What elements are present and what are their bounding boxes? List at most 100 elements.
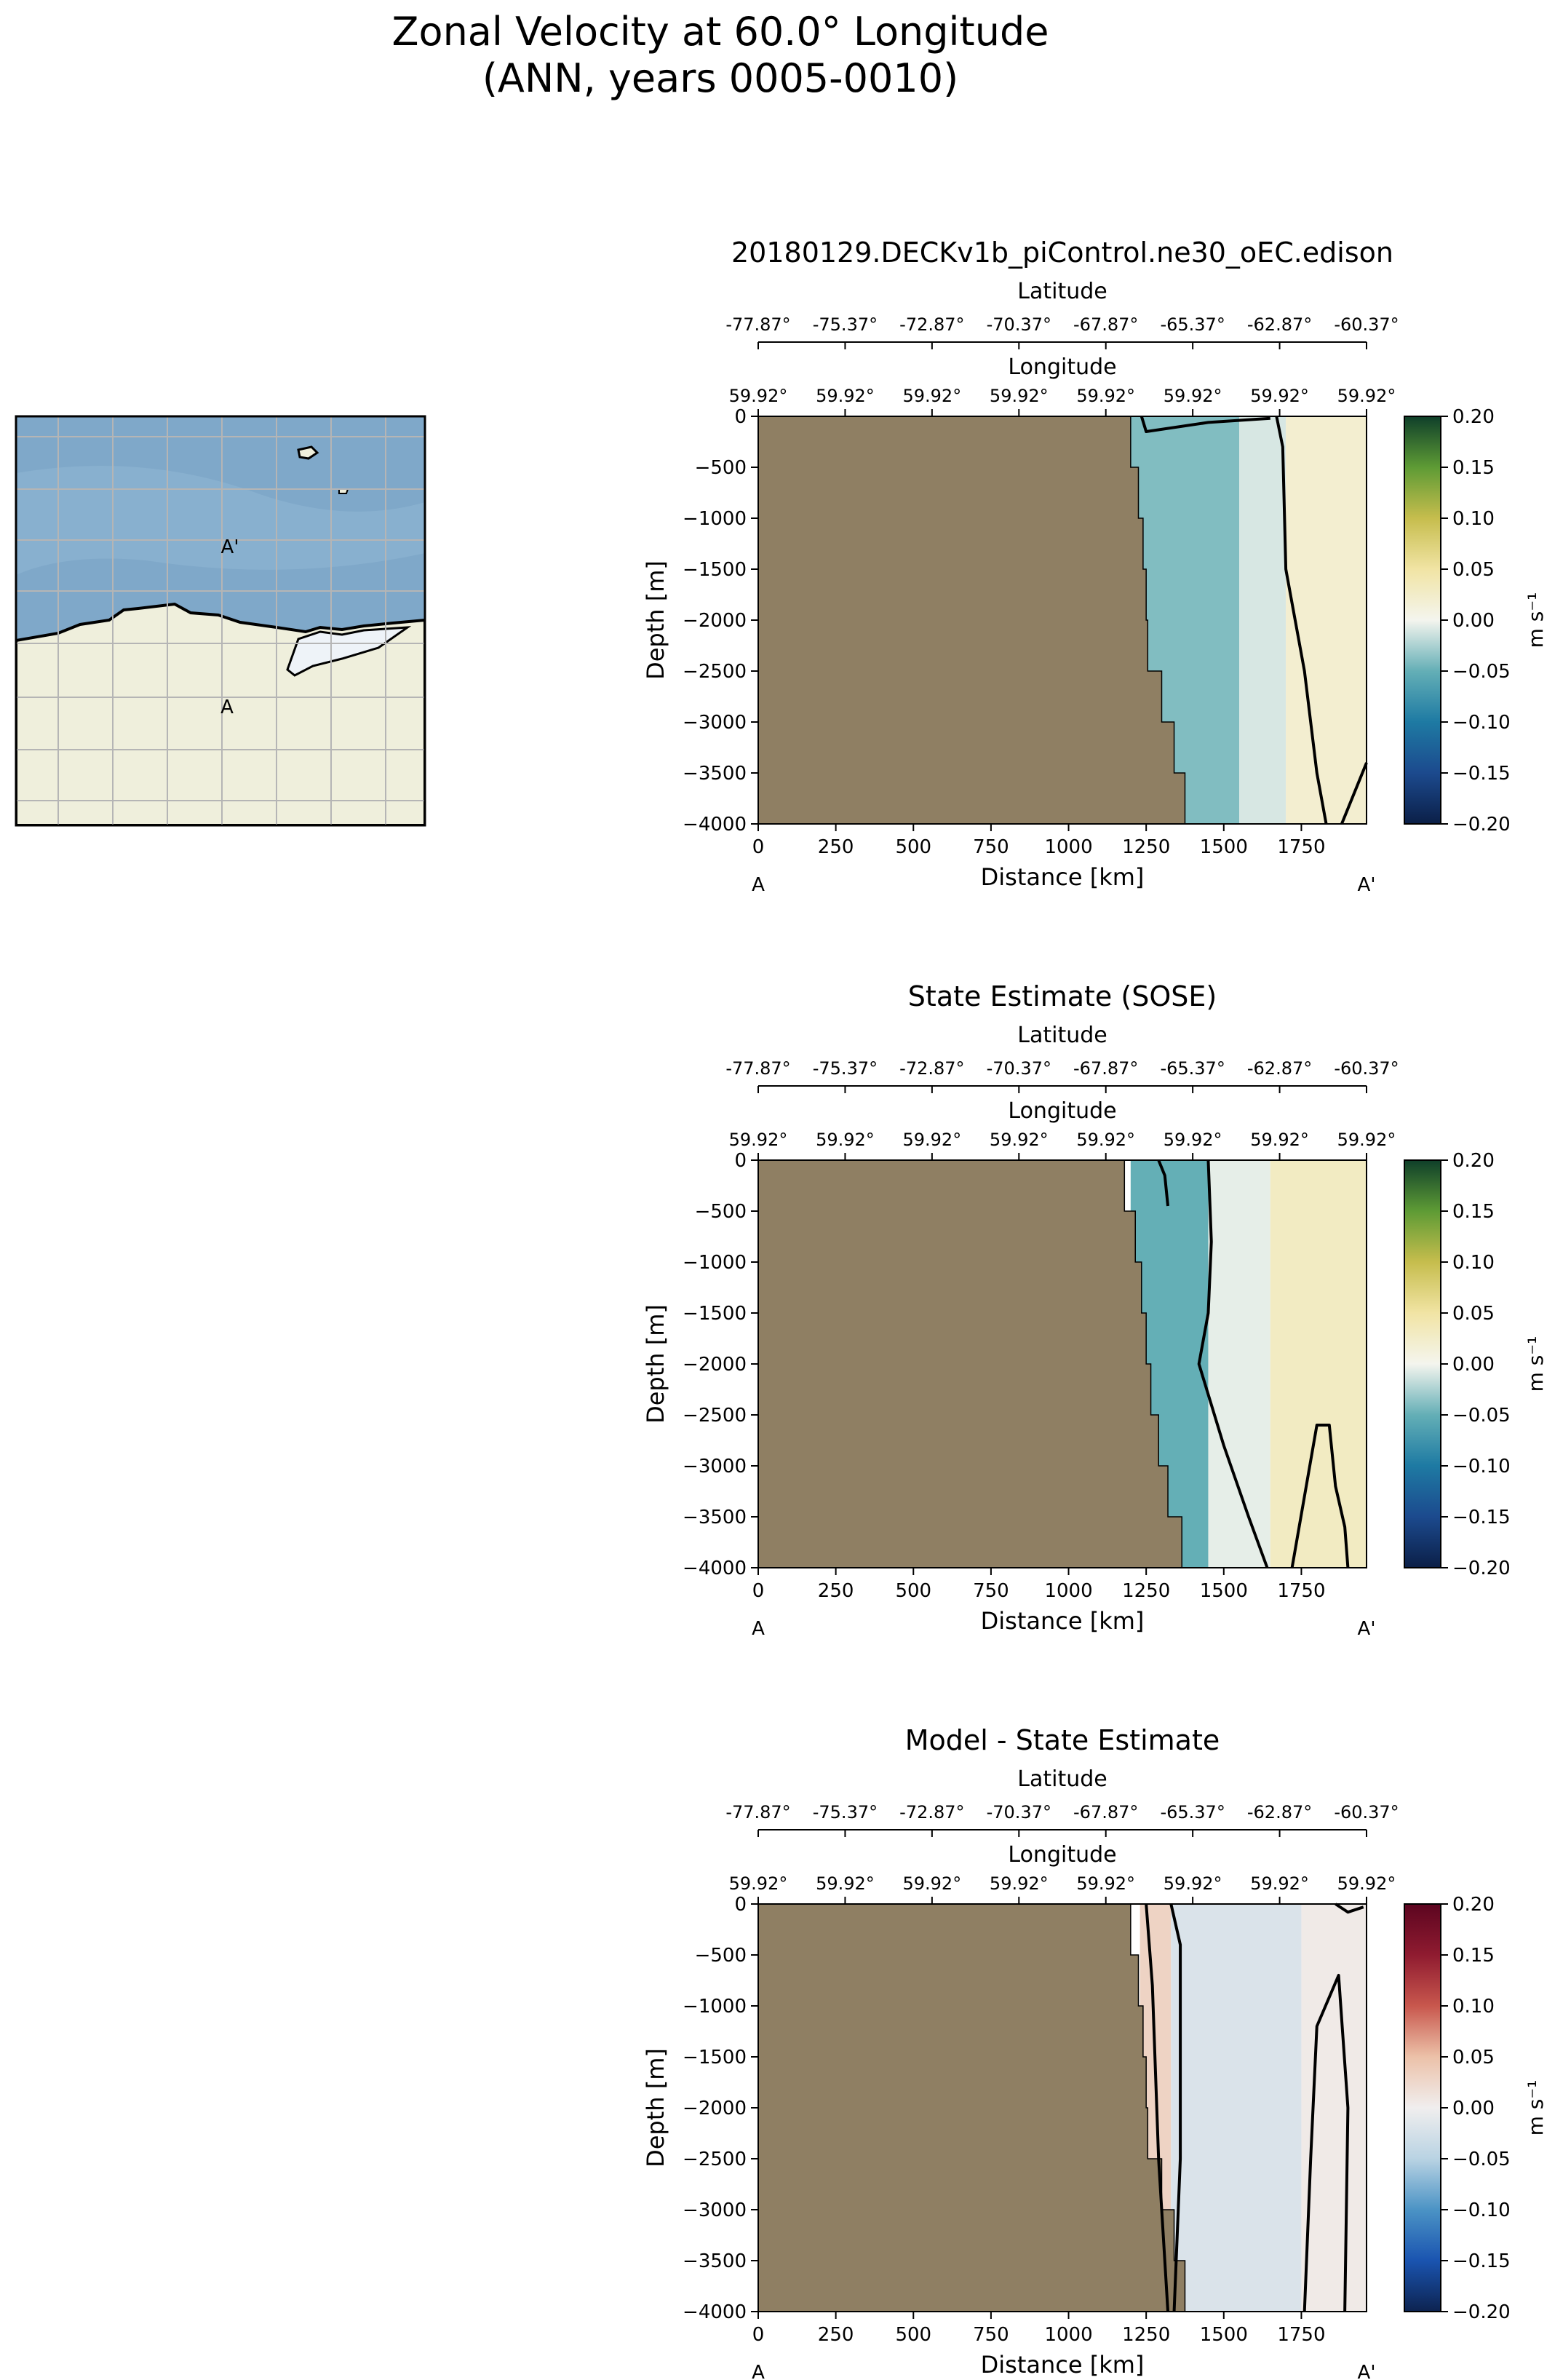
longitude-tick-label: 59.92°: [1076, 386, 1135, 406]
x-tick-label: 1250: [1122, 1580, 1170, 1602]
panel-1: 20180129.DECKv1b_piControl.ne30_oEC.edis…: [642, 237, 1548, 896]
latitude-tick-label: -65.37°: [1160, 314, 1225, 335]
x-tick-label: 0: [752, 836, 765, 858]
longitude-tick-label: 59.92°: [1250, 1873, 1309, 1894]
longitude-tick-label: 59.92°: [1164, 386, 1222, 406]
panel-2: State Estimate (SOSE) Latitude -77.87° -75.…: [642, 980, 1548, 1640]
y-tick-label: −2500: [683, 1405, 747, 1427]
y-tick-label: −4000: [683, 814, 747, 836]
longitude-tick-label: 59.92°: [990, 386, 1049, 406]
y-tick-label: −2000: [683, 610, 747, 632]
x-axis-label: Distance [km]: [981, 1607, 1145, 1635]
colorbar-tick-label: −0.10: [1452, 2199, 1511, 2221]
longitude-axis-label: Longitude: [1008, 354, 1116, 380]
section-start-marker: A: [752, 874, 765, 896]
longitude-tick-label: 59.92°: [1250, 386, 1309, 406]
colorbar-tick-label: 0.15: [1452, 1201, 1495, 1223]
y-tick-label: 0: [734, 1150, 747, 1172]
x-tick-label: 1750: [1277, 836, 1325, 858]
longitude-tick-label: 59.92°: [729, 1130, 788, 1150]
colorbar: [1404, 1159, 1441, 1568]
colorbar-tick-label: 0.10: [1452, 508, 1495, 530]
latitude-tick-label: -70.37°: [987, 314, 1051, 335]
y-tick-label: 0: [734, 1894, 747, 1916]
longitude-tick-label: 59.92°: [1250, 1130, 1309, 1150]
latitude-tick-label: -77.87°: [725, 1058, 790, 1079]
latitude-tick-label: -62.87°: [1247, 1802, 1312, 1822]
longitude-tick-label: 59.92°: [902, 1130, 961, 1150]
y-tick-label: −3500: [683, 763, 747, 785]
longitude-tick-label: 59.92°: [1164, 1130, 1222, 1150]
y-tick-label: −3000: [683, 1456, 747, 1477]
x-axis-label: Distance [km]: [981, 863, 1145, 891]
x-tick-label: 1000: [1044, 836, 1092, 858]
colorbar-tick-label: 0.10: [1452, 1996, 1495, 2018]
bathymetry: [757, 1903, 1218, 2312]
x-tick-label: 750: [973, 2324, 1009, 2346]
latitude-tick-label: -77.87°: [725, 314, 790, 335]
bathymetry: [757, 416, 1218, 825]
longitude-tick-label: 59.92°: [816, 386, 875, 406]
colorbar-tick-label: 0.05: [1452, 2047, 1495, 2068]
x-tick-label: 1500: [1200, 2324, 1248, 2346]
zero-contour: [1335, 1903, 1364, 1914]
latitude-tick-label: -70.37°: [987, 1058, 1051, 1079]
section-end-marker: A': [1358, 2362, 1376, 2380]
x-axis-label: Distance [km]: [981, 2351, 1145, 2379]
velocity-region: [1239, 416, 1286, 824]
velocity-region: [1208, 1160, 1270, 1568]
colorbar-tick-label: 0.00: [1452, 2098, 1495, 2119]
y-tick-label: −4000: [683, 1558, 747, 1579]
colorbar-tick-label: −0.20: [1452, 2301, 1511, 2323]
latitude-tick-label: -75.37°: [813, 1058, 878, 1079]
velocity-region: [1270, 1160, 1367, 1568]
x-tick-label: 500: [895, 836, 931, 858]
colorbar-tick-label: −0.15: [1452, 1507, 1511, 1528]
zero-contour: [1197, 1159, 1269, 1568]
x-tick-label: 1750: [1277, 1580, 1325, 1602]
colorbar-tick-label: −0.20: [1452, 1558, 1511, 1579]
section-start-marker: A: [752, 1618, 765, 1640]
y-tick-label: −3000: [683, 2199, 747, 2221]
colorbar-tick-label: 0.10: [1452, 1252, 1495, 1274]
y-tick-label: −3500: [683, 2250, 747, 2272]
y-tick-label: −1500: [683, 559, 747, 581]
y-tick-label: −1000: [683, 1996, 747, 2018]
longitude-tick-label: 59.92°: [1076, 1130, 1135, 1150]
zero-contour: [1157, 1159, 1170, 1207]
colorbar-tick-label: 0.00: [1452, 1354, 1495, 1376]
map-ocean-shade: [16, 466, 425, 575]
section-start-marker: A: [752, 2362, 765, 2380]
x-tick-label: 1250: [1122, 836, 1170, 858]
x-tick-label: 1500: [1200, 1580, 1248, 1602]
latitude-tick-label: -72.87°: [899, 1802, 964, 1822]
colorbar-tick-label: −0.10: [1452, 1456, 1511, 1477]
x-tick-label: 500: [895, 1580, 931, 1602]
map-gridlines: [16, 416, 425, 825]
y-tick-label: −2000: [683, 2098, 747, 2119]
longitude-tick-label: 59.92°: [1337, 386, 1396, 406]
x-tick-label: 250: [818, 2324, 854, 2346]
location-map: A' A: [15, 415, 426, 827]
map-marker-end: A': [221, 536, 239, 558]
latitude-tick-label: -67.87°: [1073, 314, 1138, 335]
panel-title: State Estimate (SOSE): [908, 980, 1217, 1012]
latitude-tick-label: -75.37°: [813, 1802, 878, 1822]
longitude-tick-label: 59.92°: [902, 386, 961, 406]
y-tick-label: −2500: [683, 2149, 747, 2170]
longitude-tick-label: 59.92°: [902, 1873, 961, 1894]
latitude-axis-label: Latitude: [1017, 1766, 1107, 1792]
latitude-tick-label: -75.37°: [813, 314, 878, 335]
y-tick-label: −4000: [683, 2301, 747, 2323]
longitude-tick-label: 59.92°: [1337, 1130, 1396, 1150]
y-tick-label: −500: [695, 1201, 747, 1223]
y-tick-label: −2000: [683, 1354, 747, 1376]
y-tick-label: −500: [695, 457, 747, 479]
colorbar-tick-label: −0.05: [1452, 2149, 1511, 2170]
colorbar-tick-label: 0.20: [1452, 1894, 1495, 1916]
y-tick-label: −1000: [683, 1252, 747, 1274]
x-tick-label: 250: [818, 836, 854, 858]
zero-contour: [1169, 1903, 1182, 2312]
longitude-tick-label: 59.92°: [816, 1873, 875, 1894]
x-tick-label: 500: [895, 2324, 931, 2346]
